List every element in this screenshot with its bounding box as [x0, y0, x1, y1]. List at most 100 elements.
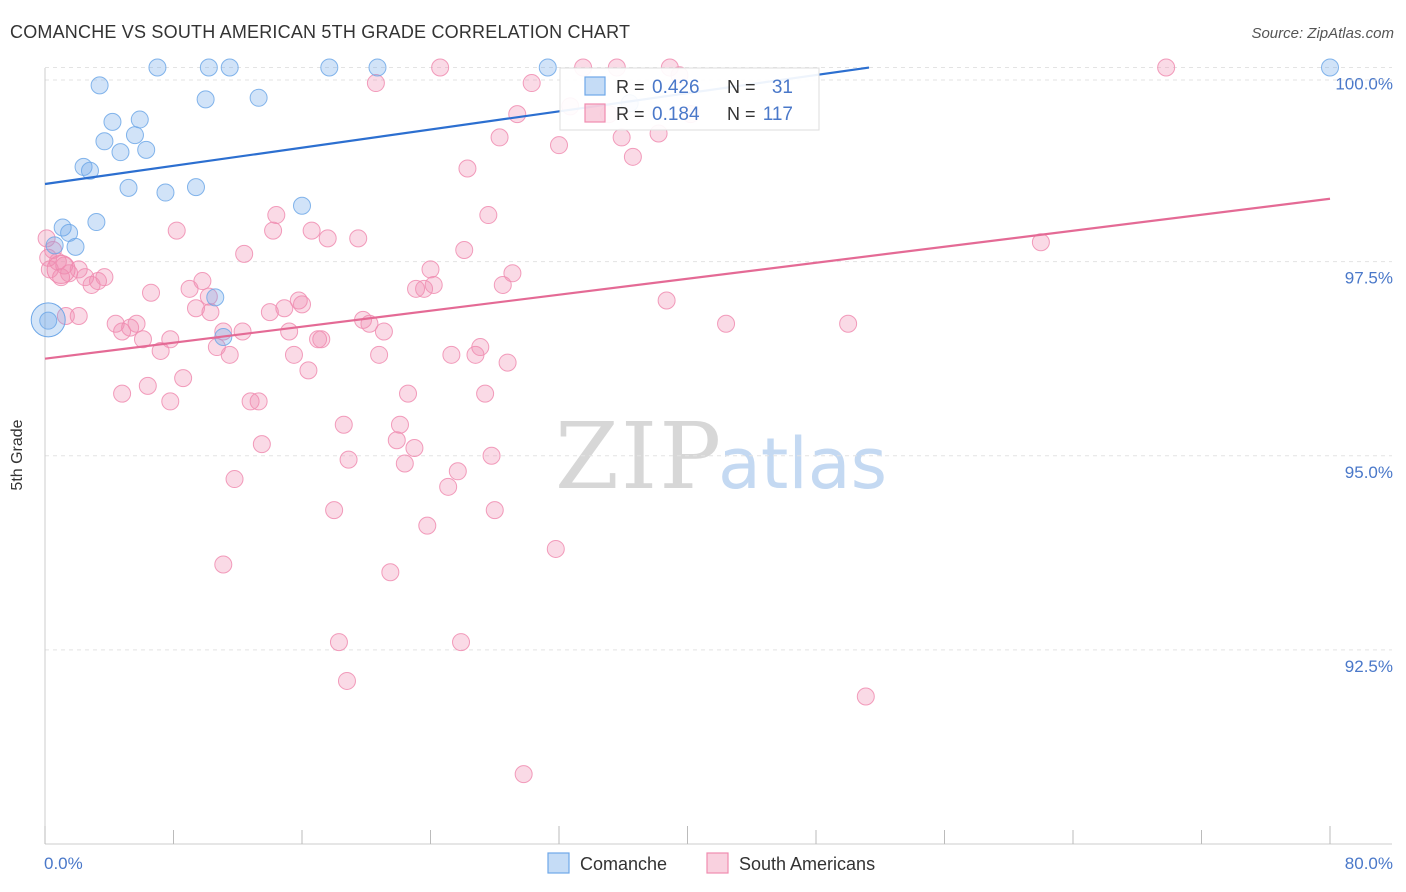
comanche-legend-swatch	[584, 76, 606, 96]
south-american-point	[370, 345, 389, 364]
south-american-point	[302, 221, 321, 240]
south-american-point	[95, 268, 114, 287]
south-american-point	[1157, 58, 1176, 77]
south-american-point	[405, 439, 424, 457]
south-american-point	[161, 330, 180, 349]
south-american-point	[249, 392, 268, 411]
comanche-point	[125, 126, 144, 145]
south-american-point	[339, 450, 358, 469]
south-american-point	[522, 74, 541, 93]
comanche-point	[538, 58, 557, 77]
legend-box	[559, 67, 820, 131]
comanche-point	[137, 140, 156, 159]
south-american-point	[199, 287, 218, 306]
south-american-point	[284, 345, 303, 364]
south-american-point	[490, 128, 509, 147]
legend-n-value: 117	[763, 104, 793, 125]
legend-comanche-label: Comanche	[580, 854, 667, 874]
south-american-point	[439, 477, 458, 496]
comanche-point	[206, 288, 225, 307]
south-american-point	[318, 229, 337, 248]
south-american-point	[127, 314, 146, 333]
south-american-point	[856, 687, 875, 706]
south-american-point	[415, 279, 434, 298]
y-tick-label: 95.0%	[1345, 463, 1393, 482]
correlation-legend: R = 0.426 N = 31 R = 0.184 N = 117	[559, 67, 820, 131]
south-american-point	[503, 264, 522, 283]
south-american-point	[448, 462, 467, 481]
legend-n-value: 31	[772, 77, 793, 98]
south-american-point	[56, 307, 75, 325]
comanche-point	[148, 58, 167, 77]
south-american-point	[329, 633, 348, 652]
south-american-point	[381, 563, 400, 582]
south-american-point	[252, 435, 271, 454]
south-american-point	[485, 501, 504, 520]
south-american-point	[418, 516, 437, 535]
south-american-point-large	[46, 254, 76, 284]
comanche-point	[320, 58, 339, 77]
south-american-point	[174, 369, 193, 388]
legend-n-label: N =	[727, 104, 756, 124]
south-american-trend-line	[44, 197, 1331, 360]
comanche-point	[156, 183, 175, 202]
south-american-point	[142, 283, 161, 302]
x-tick-label-max: 80.0%	[1345, 854, 1393, 873]
comanche-point	[293, 196, 311, 215]
south-american-point	[479, 206, 498, 225]
comanche-point	[66, 237, 85, 256]
south-american-point	[235, 244, 254, 263]
south-american-point	[395, 454, 414, 473]
comanche-point	[80, 161, 99, 180]
comanche-point	[249, 88, 268, 107]
south-american-point	[264, 221, 283, 240]
south-american-point	[508, 105, 527, 124]
south-american-point	[214, 555, 233, 574]
comanche-point	[368, 58, 387, 77]
series-legend: Comanche South Americans	[547, 852, 875, 874]
comanche-point	[220, 58, 239, 77]
south-american-point	[623, 147, 642, 166]
south-american-point	[455, 241, 474, 259]
x-tick-label-min: 0.0%	[44, 854, 83, 873]
watermark-zip: ZIP	[555, 403, 723, 510]
south-american-point	[366, 74, 385, 93]
south-american-point	[421, 260, 440, 279]
south-american-point	[69, 307, 88, 325]
legend-r-label: R =	[616, 77, 645, 97]
south-american-point	[334, 415, 353, 434]
south-american-point	[275, 299, 294, 318]
south-american-point	[193, 272, 212, 291]
south-american-point	[293, 295, 311, 314]
comanche-point	[103, 112, 122, 131]
south-american-point	[260, 303, 279, 322]
comanche-point	[111, 143, 130, 162]
comanche-point	[87, 213, 106, 232]
comanche-point	[199, 58, 218, 77]
south-american-point	[546, 539, 565, 558]
south-american-point	[138, 376, 157, 395]
south-american-point	[550, 136, 568, 155]
chart-title: COMANCHE VS SOUTH AMERICAN 5TH GRADE COR…	[10, 22, 631, 42]
comanche-point	[39, 311, 58, 330]
south-american-point	[442, 345, 461, 364]
south-american-point	[133, 330, 152, 349]
south-american-point	[186, 299, 205, 318]
south-american-point	[267, 206, 286, 225]
south-american-point	[482, 446, 501, 465]
source-label: Source: ZipAtlas.com	[1251, 25, 1394, 42]
south-american-point	[161, 392, 180, 411]
south-american-point	[312, 330, 331, 349]
south-american-point	[349, 229, 368, 248]
comanche-point	[119, 178, 138, 197]
south-american-point	[431, 58, 450, 77]
south-american-point	[493, 275, 512, 294]
south-american-point	[390, 415, 409, 434]
south-american-point	[337, 671, 356, 690]
comanche-point	[186, 178, 205, 197]
south-american-legend-swatch	[706, 852, 729, 874]
south-american-point	[612, 128, 631, 147]
south-american-point	[387, 431, 406, 450]
comanche-point	[90, 76, 109, 95]
